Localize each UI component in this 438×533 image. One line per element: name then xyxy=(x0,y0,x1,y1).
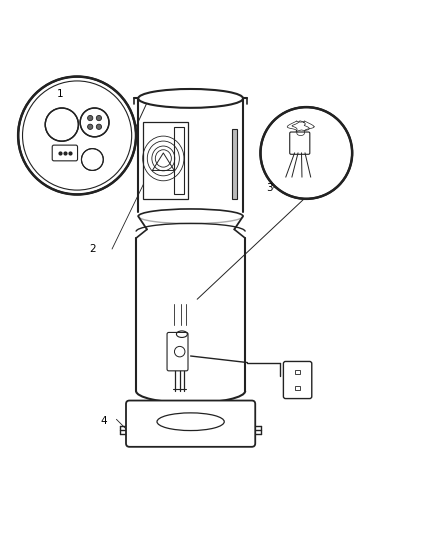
FancyBboxPatch shape xyxy=(126,400,255,447)
Circle shape xyxy=(80,108,109,137)
Circle shape xyxy=(45,108,78,141)
Text: 2: 2 xyxy=(89,244,95,254)
Text: 3: 3 xyxy=(266,183,272,193)
Circle shape xyxy=(18,77,136,195)
Circle shape xyxy=(88,124,93,130)
Bar xyxy=(295,370,300,374)
Bar xyxy=(232,129,237,199)
FancyBboxPatch shape xyxy=(290,132,310,154)
Bar xyxy=(138,99,243,404)
Bar xyxy=(143,123,188,199)
Circle shape xyxy=(88,116,93,120)
FancyBboxPatch shape xyxy=(167,333,188,371)
FancyBboxPatch shape xyxy=(283,361,312,399)
Circle shape xyxy=(261,107,352,199)
Circle shape xyxy=(96,124,102,130)
Bar xyxy=(174,127,184,195)
Circle shape xyxy=(81,149,103,171)
Bar xyxy=(295,386,300,390)
Text: 1: 1 xyxy=(57,89,63,99)
FancyBboxPatch shape xyxy=(52,145,78,161)
Text: 4: 4 xyxy=(100,416,106,426)
Ellipse shape xyxy=(138,89,243,108)
Circle shape xyxy=(96,116,102,120)
